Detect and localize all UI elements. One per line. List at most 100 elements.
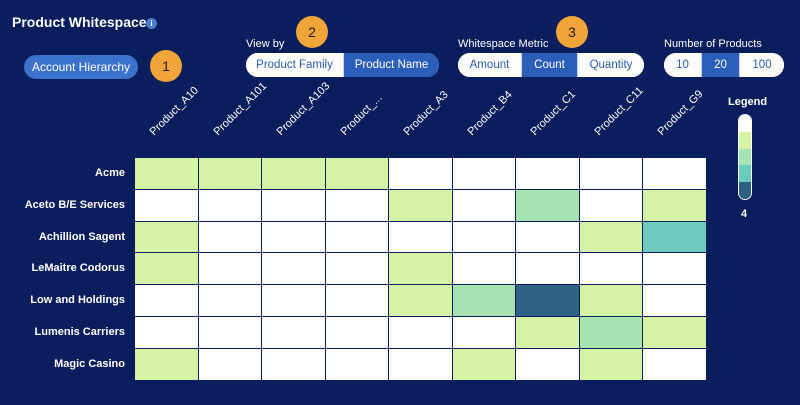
heatmap-cell[interactable]: [324, 157, 389, 190]
heatmap-cell[interactable]: [197, 188, 262, 222]
heatmap-cell[interactable]: [515, 157, 580, 190]
row-label-1: Aceto B/E Services: [24, 198, 125, 211]
info-icon[interactable]: i: [146, 18, 157, 29]
heatmap-cell[interactable]: [197, 316, 262, 349]
legend-max-label: 4: [741, 208, 748, 220]
row-label-0: Acme: [95, 167, 125, 179]
column-header-1: Product_A101: [211, 80, 269, 138]
step-badge-1: 1: [150, 50, 182, 82]
heatmap-cell[interactable]: [388, 157, 453, 190]
heatmap-cell[interactable]: [197, 157, 262, 190]
heatmap-cell[interactable]: [642, 347, 707, 381]
heatmap-cell[interactable]: [515, 220, 580, 254]
heatmap-cell[interactable]: [134, 252, 199, 286]
heatmap-cell[interactable]: [134, 347, 199, 381]
heatmap-cell[interactable]: [515, 252, 580, 286]
heatmap-cell[interactable]: [261, 188, 326, 222]
row-label-4: Low and Holdings: [30, 294, 125, 307]
view-by-toggle: Product Family Product Name: [246, 53, 439, 77]
heatmap-cell[interactable]: [324, 252, 389, 286]
metric-option-count[interactable]: Count: [522, 53, 578, 77]
heatmap-cell[interactable]: [388, 220, 453, 254]
heatmap-cell[interactable]: [451, 220, 516, 254]
legend-color-bar: [738, 114, 752, 200]
heatmap-cell[interactable]: [388, 347, 453, 381]
heatmap-cell[interactable]: [578, 347, 643, 381]
heatmap-cell[interactable]: [134, 157, 199, 190]
heatmap-cell[interactable]: [642, 220, 707, 254]
heatmap-cell[interactable]: [388, 316, 453, 349]
heatmap-cell[interactable]: [642, 284, 707, 317]
heatmap-cell[interactable]: [324, 316, 389, 349]
step-badge-2: 2: [296, 16, 328, 48]
view-by-label: View by: [246, 38, 285, 50]
heatmap-cell[interactable]: [515, 188, 580, 222]
step-badge-3: 3: [556, 16, 588, 48]
heatmap-cell[interactable]: [642, 252, 707, 286]
heatmap-cell[interactable]: [261, 316, 326, 349]
view-by-option-product-family[interactable]: Product Family: [246, 53, 344, 77]
heatmap-cell[interactable]: [515, 284, 580, 317]
legend-swatch-4: [739, 182, 751, 199]
heatmap-cell[interactable]: [578, 284, 643, 317]
column-header-3: Product_...: [338, 91, 385, 138]
heatmap-cell[interactable]: [134, 284, 199, 317]
heatmap-cell[interactable]: [324, 220, 389, 254]
heatmap-cell[interactable]: [578, 188, 643, 222]
heatmap-cell[interactable]: [451, 284, 516, 317]
heatmap-cell[interactable]: [261, 252, 326, 286]
legend-swatch-3: [739, 165, 751, 183]
column-header-8: Product_G9: [655, 88, 706, 138]
column-header-7: Product_C11: [592, 84, 646, 138]
products-option-10[interactable]: 10: [664, 53, 702, 77]
heatmap-cell[interactable]: [642, 188, 707, 222]
heatmap-cell[interactable]: [642, 316, 707, 349]
heatmap-cell[interactable]: [388, 284, 453, 317]
heatmap-cell[interactable]: [324, 284, 389, 317]
heatmap-cell[interactable]: [261, 284, 326, 317]
page-title: Product Whitespace: [12, 14, 147, 30]
heatmap-cell[interactable]: [451, 157, 516, 190]
heatmap-cell[interactable]: [134, 316, 199, 349]
heatmap-cell[interactable]: [197, 284, 262, 317]
column-header-2: Product_A103: [274, 80, 333, 138]
heatmap-cell[interactable]: [197, 252, 262, 286]
heatmap-cell[interactable]: [197, 220, 262, 254]
heatmap-cell[interactable]: [451, 316, 516, 349]
heatmap-cell[interactable]: [451, 347, 516, 381]
row-label-6: Magic Casino: [54, 357, 125, 370]
heatmap-cell[interactable]: [642, 157, 707, 190]
heatmap-cell[interactable]: [578, 316, 643, 349]
heatmap-cell[interactable]: [578, 220, 643, 254]
heatmap-cell[interactable]: [134, 220, 199, 254]
legend-swatch-1: [739, 131, 751, 149]
heatmap-cell[interactable]: [261, 220, 326, 254]
heatmap-cell[interactable]: [515, 316, 580, 349]
heatmap-cell[interactable]: [134, 188, 199, 222]
account-hierarchy-button[interactable]: Account Hierarchy: [24, 55, 138, 79]
heatmap-cell[interactable]: [515, 347, 580, 381]
heatmap-cell[interactable]: [261, 157, 326, 190]
products-option-100[interactable]: 100: [740, 53, 784, 77]
heatmap-cell[interactable]: [578, 157, 643, 190]
legend-swatch-0: [739, 115, 751, 132]
row-label-3: LeMaitre Codorus: [31, 262, 125, 275]
number-of-products-label: Number of Products: [664, 38, 762, 50]
heatmap-cell[interactable]: [197, 347, 262, 381]
metric-option-quantity[interactable]: Quantity: [578, 53, 644, 77]
heatmap-cell[interactable]: [324, 188, 389, 222]
heatmap-cell[interactable]: [388, 252, 453, 286]
heatmap-cell[interactable]: [324, 347, 389, 381]
view-by-option-product-name[interactable]: Product Name: [344, 53, 439, 77]
heatmap-cell[interactable]: [451, 188, 516, 222]
column-header-0: Product_A10: [147, 84, 201, 138]
heatmap-cell[interactable]: [578, 252, 643, 286]
heatmap-cell[interactable]: [388, 188, 453, 222]
heatmap-cell[interactable]: [261, 347, 326, 381]
row-label-5: Lumenis Carriers: [34, 326, 125, 338]
whitespace-metric-toggle: Amount Count Quantity: [458, 53, 644, 77]
metric-option-amount[interactable]: Amount: [458, 53, 522, 77]
heatmap-cell[interactable]: [451, 252, 516, 286]
products-option-20[interactable]: 20: [702, 53, 740, 77]
